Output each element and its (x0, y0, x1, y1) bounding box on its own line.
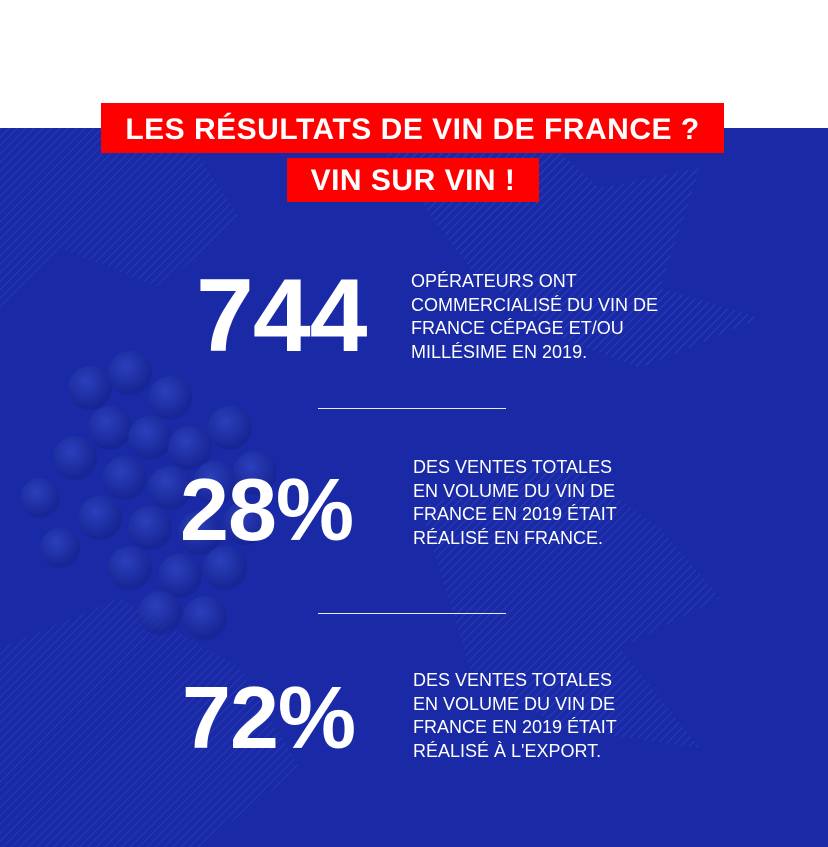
stat-description-export: DES VENTES TOTALES EN VOLUME DU VIN DE F… (413, 670, 617, 761)
divider (318, 613, 506, 614)
grape-vine-illustration (0, 128, 760, 847)
page-subtitle: VIN SUR VIN ! (287, 158, 539, 202)
stat-description-operators: OPÉRATEURS ONT COMMERCIALISÉ DU VIN DE F… (411, 271, 659, 362)
blue-panel (0, 128, 828, 847)
stat-value-export: 72% (182, 668, 356, 767)
stat-description-france: DES VENTES TOTALES EN VOLUME DU VIN DE F… (413, 457, 617, 548)
page-title: LES RÉSULTATS DE VIN DE FRANCE ? (101, 103, 724, 153)
stat-value-france: 28% (180, 460, 354, 559)
stat-value-operators: 744 (196, 258, 368, 374)
divider (318, 408, 506, 409)
